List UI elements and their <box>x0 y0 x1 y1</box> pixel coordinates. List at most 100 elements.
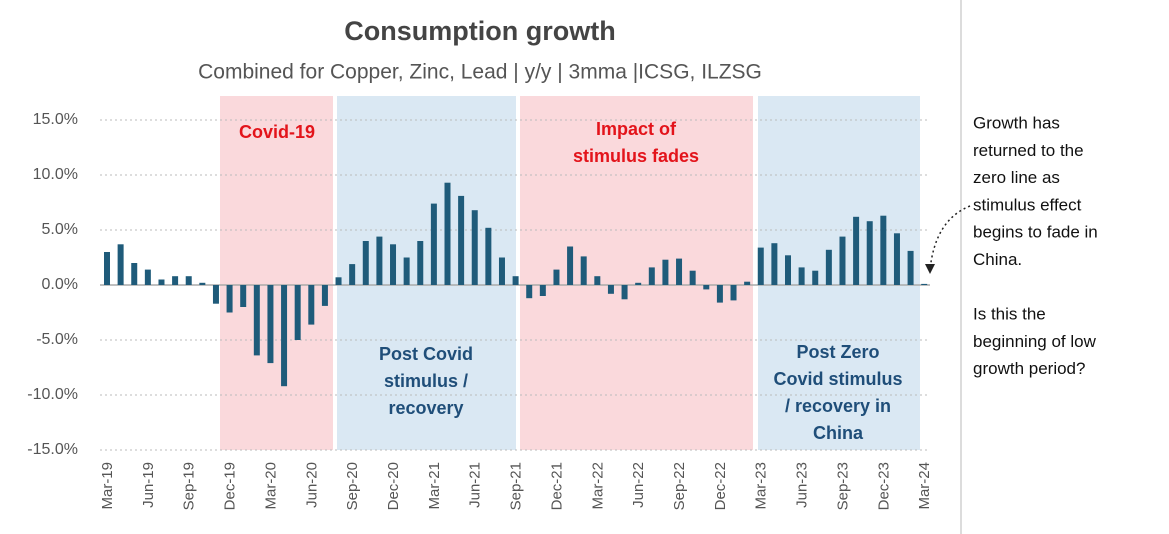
bar <box>662 259 669 285</box>
region-label: Covid-19 <box>239 122 315 142</box>
bar <box>267 285 274 364</box>
bar <box>526 285 533 299</box>
x-tick-label: Sep-19 <box>181 462 198 510</box>
bar <box>308 285 315 325</box>
annotation: China. <box>973 250 1022 269</box>
chart-title: Consumption growth <box>344 16 615 46</box>
bar <box>321 285 328 306</box>
bar <box>144 269 151 285</box>
bar <box>812 270 819 285</box>
bar <box>553 269 560 285</box>
bar <box>716 285 723 303</box>
x-tick-label: Mar-24 <box>916 462 933 510</box>
bar <box>294 285 301 340</box>
bar <box>430 203 437 285</box>
bar <box>785 255 791 285</box>
bar <box>866 221 873 285</box>
bar <box>880 215 887 285</box>
x-tick-label: Dec-23 <box>875 462 892 510</box>
bar <box>635 282 642 285</box>
bar <box>580 256 587 285</box>
bar <box>212 285 219 304</box>
bar <box>281 285 288 387</box>
x-tick-label: Jun-22 <box>630 462 647 508</box>
annotation-arrow <box>929 205 971 271</box>
bar <box>676 258 683 285</box>
bar <box>335 277 342 285</box>
bar <box>172 276 179 285</box>
bar <box>253 285 260 356</box>
x-tick-label: Dec-22 <box>712 462 729 510</box>
annotation: returned to the <box>973 141 1084 160</box>
bar <box>825 249 832 285</box>
bar <box>539 285 546 296</box>
plot: -15.0% -10.0% -5.0% 0.0% 5.0% 10.0% 15.0% Mar-1… <box>27 111 933 510</box>
x-tick-label: Mar-23 <box>753 462 770 510</box>
x-tick-label: Jun-23 <box>794 462 811 508</box>
region-label: Post Covid <box>379 344 473 364</box>
annotation: Is this the <box>973 305 1046 324</box>
y-tick-label: 10.0% <box>33 166 78 183</box>
bar <box>498 257 505 285</box>
bar <box>417 241 424 285</box>
bar <box>131 263 138 285</box>
annotation: stimulus effect <box>973 195 1082 214</box>
bar <box>648 267 655 285</box>
annotation: zero line as <box>973 168 1060 187</box>
bar <box>730 285 737 301</box>
region-label: Covid stimulus <box>773 369 902 389</box>
bar <box>226 285 233 313</box>
region-label: recovery <box>388 398 463 418</box>
region <box>220 96 333 450</box>
x-tick-label: Mar-20 <box>262 462 279 510</box>
region-label: Impact of <box>596 119 677 139</box>
region-label: stimulus / <box>384 371 468 391</box>
bar <box>757 247 764 285</box>
bar <box>689 270 696 285</box>
y-tick-label: -5.0% <box>36 331 78 348</box>
x-tick-label: Sep-21 <box>508 462 525 510</box>
x-tick-label: Jun-19 <box>140 462 157 508</box>
arrow-head <box>925 264 935 274</box>
annotation: Growth has <box>973 113 1060 132</box>
x-tick-label: Sep-22 <box>671 462 688 510</box>
bar <box>403 257 410 285</box>
y-tick-label: 0.0% <box>42 276 78 293</box>
bar <box>607 285 614 294</box>
bar <box>104 252 110 285</box>
region-label: Post Zero <box>796 342 879 362</box>
annotation: growth period? <box>973 359 1085 378</box>
x-tick-label: Jun-21 <box>467 462 484 508</box>
bar <box>893 233 900 285</box>
bar <box>798 267 805 285</box>
bar <box>376 236 383 285</box>
bar <box>485 227 492 285</box>
y-tick-label: -10.0% <box>27 386 78 403</box>
bar <box>199 282 206 285</box>
bar <box>390 244 397 285</box>
bar <box>921 283 928 285</box>
y-tick-label: 5.0% <box>42 221 78 238</box>
bar <box>117 244 124 285</box>
bar <box>744 281 751 285</box>
x-tick-label: Sep-23 <box>834 462 851 510</box>
annotation: begins to fade in <box>973 223 1098 242</box>
bar <box>567 246 574 285</box>
region-label: / recovery in <box>785 396 891 416</box>
bar <box>621 285 628 300</box>
x-tick-label: Jun-20 <box>303 462 320 508</box>
bar <box>349 264 356 285</box>
x-tick-label: Mar-21 <box>426 462 443 510</box>
annotation: beginning of low <box>973 332 1097 351</box>
x-tick-label: Sep-20 <box>344 462 361 510</box>
bar <box>158 279 165 285</box>
y-tick-label: 15.0% <box>33 111 78 128</box>
bar <box>471 210 478 285</box>
bar <box>185 276 192 285</box>
bar <box>444 182 451 285</box>
bar <box>458 195 465 285</box>
bar <box>362 241 369 285</box>
bar <box>512 276 519 285</box>
bar <box>703 285 710 290</box>
